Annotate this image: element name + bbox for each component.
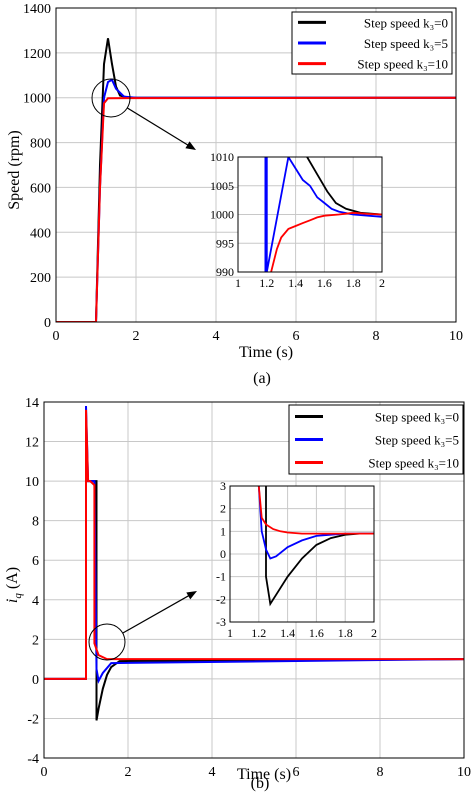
y-tick-label: 2 bbox=[32, 633, 39, 648]
y-tick-label: 12 bbox=[25, 436, 39, 451]
y-axis-label: iq (A) bbox=[4, 567, 24, 603]
inset: 1 1.2 1.4 1.6 1.8 2 990 995 1000 1005 1010 bbox=[210, 150, 385, 290]
inset-series-line-2 bbox=[270, 211, 382, 272]
y-tick-label: -4 bbox=[27, 752, 39, 767]
y-tick-label: 14 bbox=[25, 396, 39, 411]
inset-y-tick-label: -1 bbox=[216, 570, 226, 584]
inset-y-tick-label: -3 bbox=[216, 615, 226, 629]
inset-x-tick-label: 1.4 bbox=[280, 626, 295, 640]
y-tick-label: 8 bbox=[32, 515, 39, 530]
y-tick-label: 0 bbox=[32, 673, 39, 688]
zoom-arrowhead bbox=[186, 591, 197, 600]
legend: Step speed k₃=0 Step speed k₃=5 Step speed… bbox=[288, 404, 464, 475]
panel-caption: (a) bbox=[253, 370, 271, 387]
zoom-arrow bbox=[122, 594, 191, 634]
inset-series-line-2 bbox=[257, 486, 374, 535]
inset: 1 1.2 1.4 1.6 1.8 2 -3 -2 -1 0 1 2 3 bbox=[216, 479, 377, 640]
x-tick-label: 6 bbox=[293, 765, 300, 780]
x-axis-label: Time (s) bbox=[237, 766, 291, 783]
x-tick-label: 10 bbox=[457, 765, 471, 780]
zoom-circle bbox=[88, 623, 126, 661]
y-tick-label: 1400 bbox=[23, 2, 51, 17]
y-axis-label: Speed (rpm) bbox=[6, 130, 23, 210]
x-tick-label: 4 bbox=[213, 329, 220, 344]
legend-entry: Step speed k₃=0 bbox=[364, 15, 448, 30]
inset-y-tick-label: 1010 bbox=[210, 150, 234, 164]
inset-y-tick-label: 0 bbox=[220, 547, 226, 561]
axes-frame bbox=[43, 401, 465, 759]
inset-y-tick-label: 1005 bbox=[210, 179, 234, 193]
inset-frame bbox=[237, 156, 383, 273]
series-line-2 bbox=[56, 96, 456, 322]
inset-x-tick-label: 1.4 bbox=[288, 276, 303, 290]
panel-0: 0 2 4 6 8 10 0 200 400 600 800 1000 1200 1400 Time (s)… bbox=[6, 2, 463, 387]
y-tick-label: 200 bbox=[30, 271, 51, 286]
inset-x-tick-label: 2 bbox=[379, 276, 385, 290]
zoom-arrowhead bbox=[185, 141, 196, 150]
panel-caption: (b) bbox=[251, 775, 270, 792]
x-tick-label: 10 bbox=[449, 329, 463, 344]
y-tick-label: 400 bbox=[30, 226, 51, 241]
y-tick-label: 1000 bbox=[23, 92, 51, 107]
series-line-2 bbox=[44, 409, 464, 680]
inset-y-tick-label: 990 bbox=[216, 265, 234, 279]
inset-x-tick-label: 1.8 bbox=[346, 276, 361, 290]
inset-x-tick-label: 1.6 bbox=[309, 626, 324, 640]
y-tick-label: 800 bbox=[30, 137, 51, 152]
x-tick-label: 6 bbox=[293, 329, 300, 344]
x-tick-label: 0 bbox=[53, 329, 60, 344]
inset-y-tick-label: 3 bbox=[220, 479, 226, 493]
inset-y-tick-label: 1 bbox=[220, 524, 226, 538]
x-tick-label: 2 bbox=[133, 329, 140, 344]
zoom-circle bbox=[91, 78, 131, 118]
inset-x-tick-label: 1.8 bbox=[338, 626, 353, 640]
y-tick-label: 6 bbox=[32, 554, 39, 569]
zoom-arrow bbox=[126, 107, 190, 147]
y-tick-label: 10 bbox=[25, 475, 39, 490]
inset-series-line-1 bbox=[264, 157, 382, 272]
inset-y-tick-label: 2 bbox=[220, 502, 226, 516]
legend-entry: Step speed k₃=0 bbox=[375, 410, 459, 425]
inset-x-tick-label: 1 bbox=[235, 276, 241, 290]
inset-y-tick-label: 1000 bbox=[210, 208, 234, 222]
inset-y-tick-label: -2 bbox=[216, 592, 226, 606]
y-tick-label: 1200 bbox=[23, 47, 51, 62]
legend-entry: Step speed k₃=10 bbox=[357, 57, 448, 72]
x-tick-label: 8 bbox=[377, 765, 384, 780]
inset-frame bbox=[229, 485, 375, 623]
x-tick-label: 2 bbox=[125, 765, 132, 780]
inset-x-tick-label: 2 bbox=[371, 626, 377, 640]
x-tick-label: 8 bbox=[373, 329, 380, 344]
y-tick-label: 4 bbox=[32, 594, 39, 609]
inset-x-tick-label: 1.2 bbox=[259, 276, 274, 290]
x-axis-label: Time (s) bbox=[239, 344, 293, 361]
inset-y-tick-label: 995 bbox=[216, 236, 234, 250]
inset-x-tick-label: 1.6 bbox=[317, 276, 332, 290]
y-tick-label: -2 bbox=[27, 712, 39, 727]
y-tick-label: 0 bbox=[44, 316, 51, 331]
legend: Step speed k₃=0 Step speed k₃=5 Step speed… bbox=[291, 11, 453, 75]
legend-entry: Step speed k₃=10 bbox=[368, 456, 459, 471]
legend-entry: Step speed k₃=5 bbox=[364, 36, 448, 51]
inset-x-tick-label: 1 bbox=[227, 626, 233, 640]
legend-entry: Step speed k₃=5 bbox=[375, 433, 459, 448]
y-tick-label: 600 bbox=[30, 181, 51, 196]
axes-frame bbox=[55, 7, 457, 323]
inset-x-tick-label: 1.2 bbox=[251, 626, 266, 640]
x-tick-label: 0 bbox=[41, 765, 48, 780]
x-tick-label: 4 bbox=[209, 765, 216, 780]
inset-series-line-1 bbox=[257, 486, 374, 560]
